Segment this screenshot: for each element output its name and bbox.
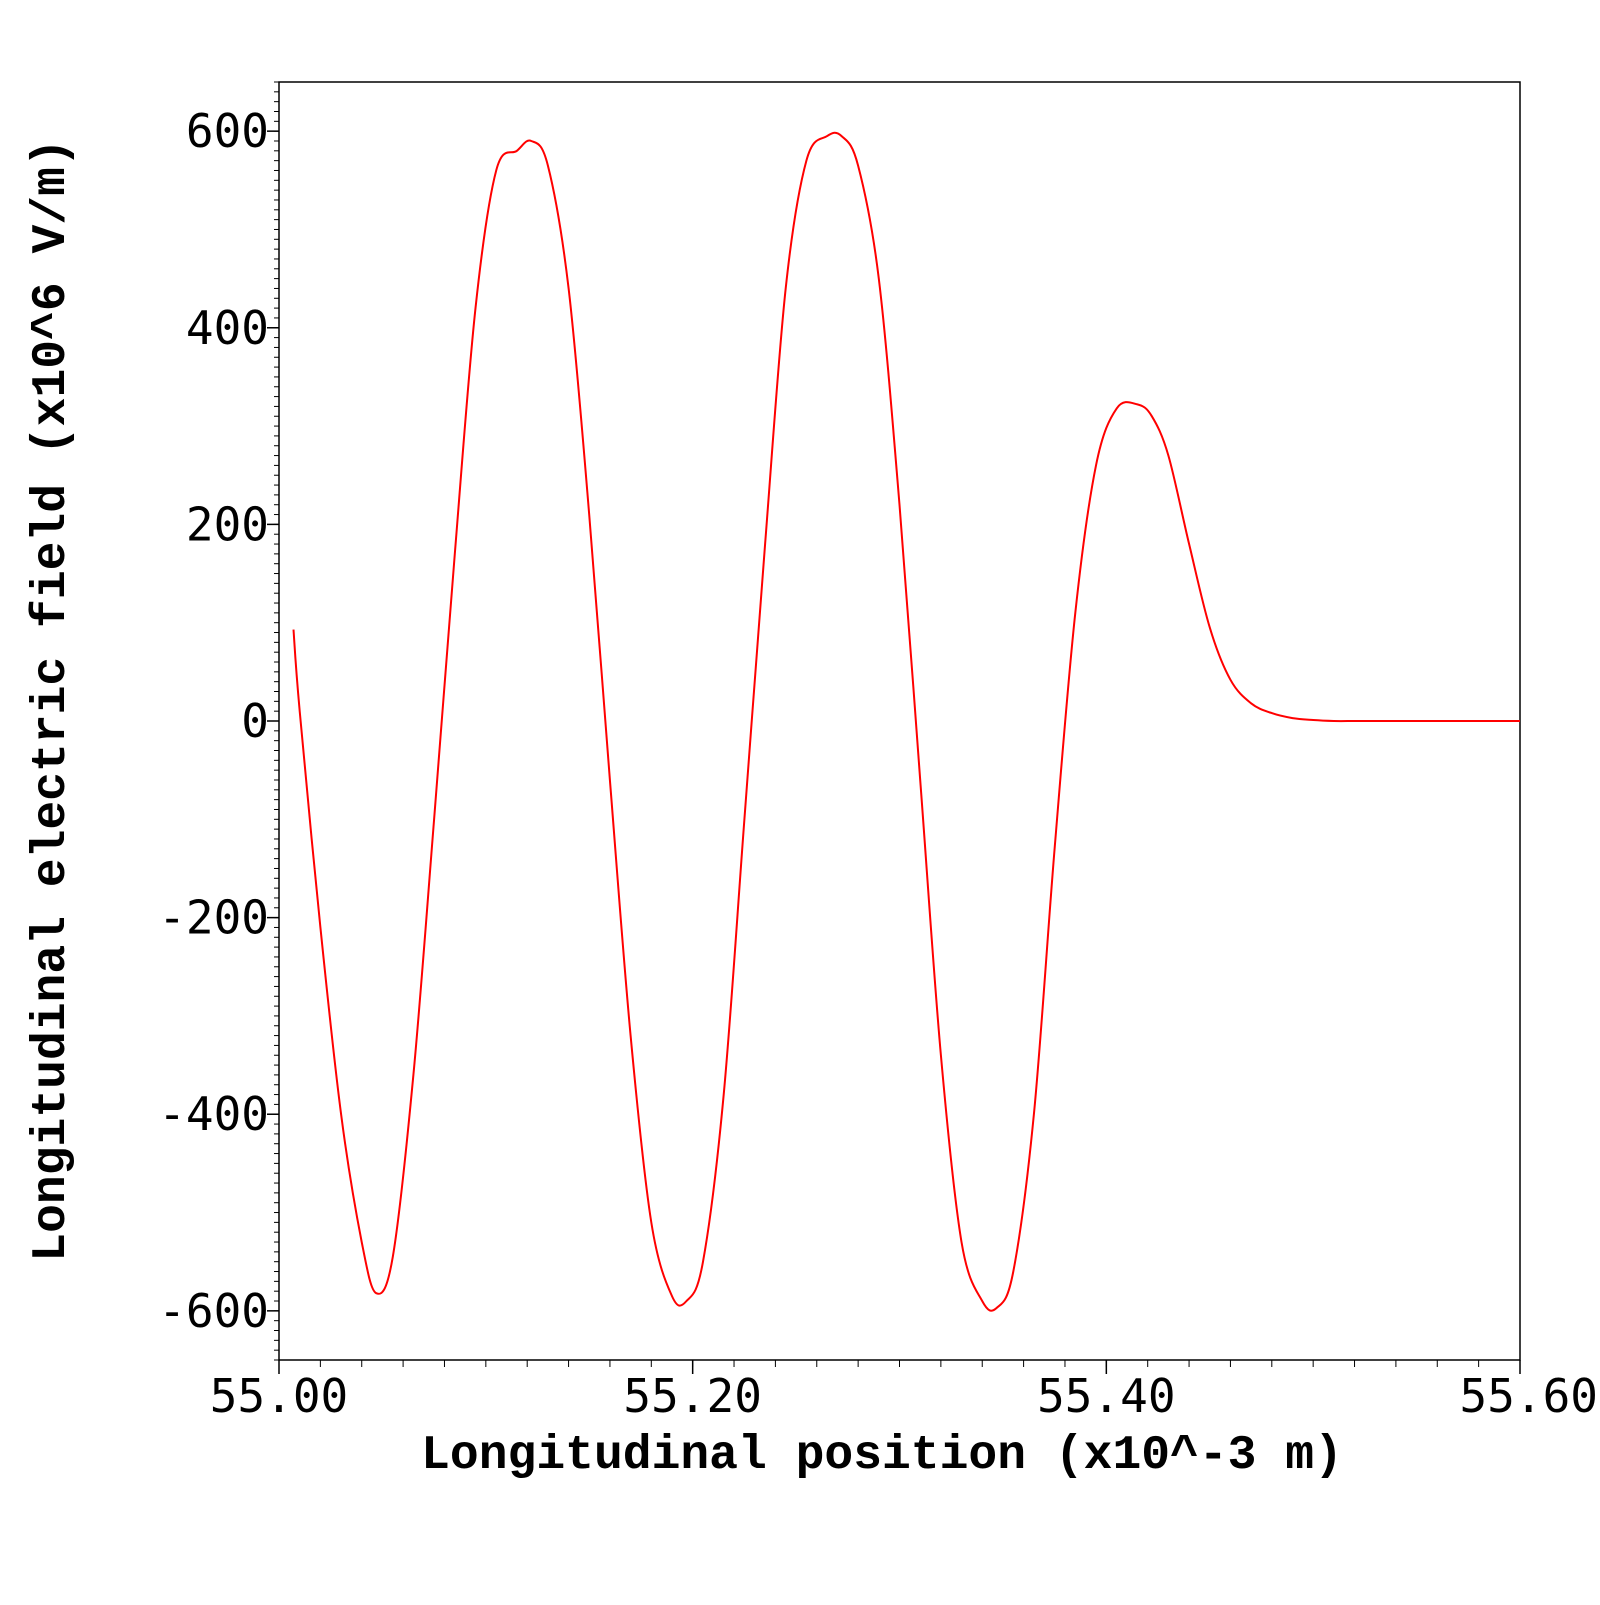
x-tick-label: 55.60 bbox=[1460, 1369, 1598, 1423]
y-tick-label: 200 bbox=[186, 497, 269, 551]
x-tick-label: 55.20 bbox=[623, 1369, 761, 1423]
y-tick-label: -200 bbox=[158, 891, 269, 945]
x-axis: 55.00 55.20 55.40 55.60 bbox=[210, 1360, 1598, 1423]
x-tick-label: 55.40 bbox=[1037, 1369, 1175, 1423]
minor-ticks bbox=[274, 81, 1521, 1367]
y-tick-label: 400 bbox=[186, 301, 269, 355]
x-axis-title: Longitudinal position (x10^-3 m) bbox=[421, 1429, 1343, 1483]
y-tick-label: 600 bbox=[186, 104, 269, 158]
series-line-electric-field bbox=[292, 131, 1520, 1312]
y-tick-label: 0 bbox=[241, 694, 269, 748]
y-axis-title: Longitudinal electric field (x10^6 V/m) bbox=[25, 138, 79, 1261]
y-tick-label: -400 bbox=[158, 1087, 269, 1141]
y-tick-label: -600 bbox=[158, 1284, 269, 1338]
y-axis: -600 -400 -200 0 200 400 600 bbox=[158, 104, 279, 1338]
x-tick-label: 55.00 bbox=[210, 1369, 348, 1423]
